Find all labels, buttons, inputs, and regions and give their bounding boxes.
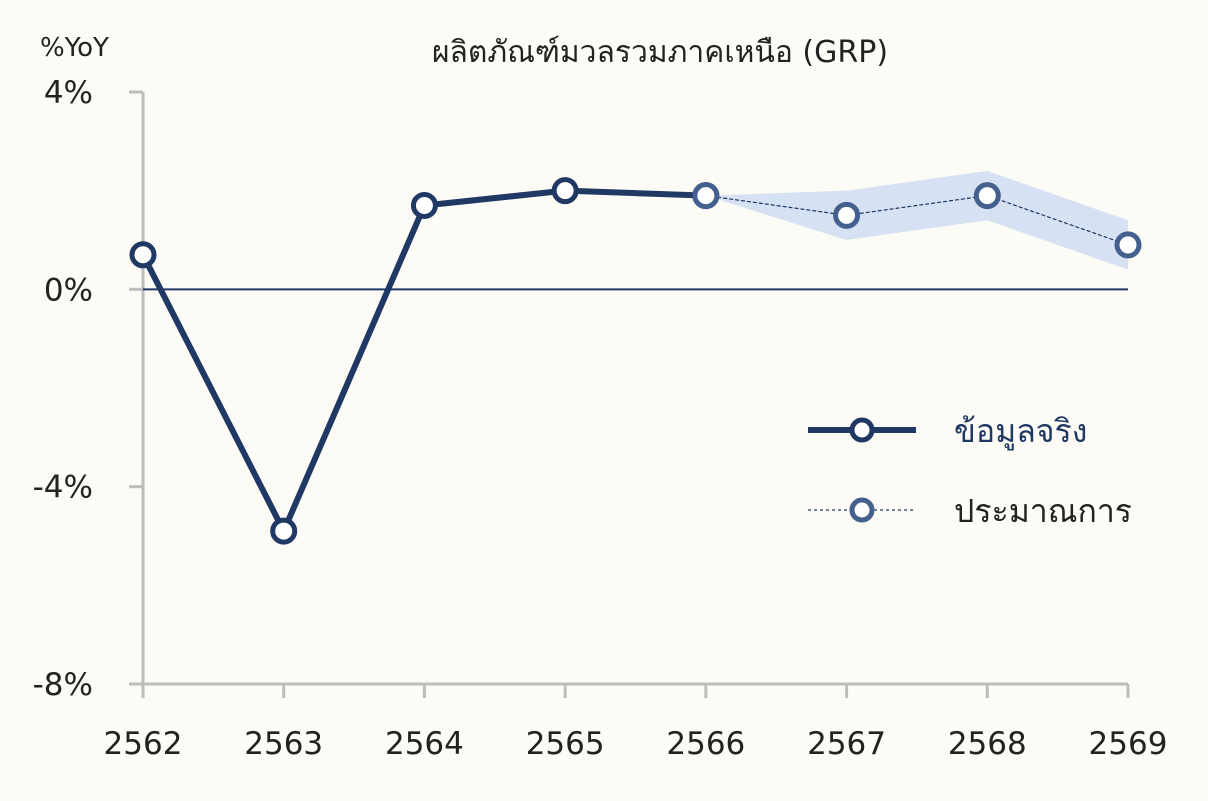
legend-actual-label: ข้อมูลจริง (954, 412, 1087, 451)
actual-data-point (410, 191, 438, 219)
forecast-data-point (833, 201, 861, 229)
actual-data-point (129, 241, 157, 269)
forecast-data-point (692, 182, 720, 210)
y-axis-unit-label: %YoY (40, 33, 109, 63)
actual-data-point (551, 177, 579, 205)
legend-forecast-marker (849, 497, 875, 523)
y-tick-label: -4% (33, 470, 93, 506)
x-tick-label: 2565 (526, 726, 605, 762)
forecast-data-point (1114, 231, 1142, 259)
axes-layer: 4% 0% -4% -8% 2562 2563 2564 2565 2566 2567 2568 25… (33, 75, 1168, 762)
forecast-range-band (705, 170, 1128, 270)
forecast-series-line (705, 195, 1129, 246)
x-tick-label: 2568 (948, 726, 1027, 762)
series-lines-layer (140, 187, 1129, 535)
x-tick-label: 2569 (1089, 726, 1168, 762)
x-tick-label: 2567 (807, 726, 886, 762)
x-tick-label: 2566 (666, 726, 745, 762)
y-tick-label: 4% (44, 75, 93, 111)
legend-actual-marker (849, 417, 875, 443)
y-tick-label: 0% (44, 272, 93, 308)
x-tick-label: 2564 (385, 726, 464, 762)
legend-forecast-label: ประมาณการ (954, 492, 1132, 530)
y-tick-label: -8% (33, 667, 93, 703)
x-tick-label: 2562 (104, 726, 183, 762)
forecast-band-layer (705, 170, 1128, 270)
actual-series-line (140, 187, 709, 535)
data-points-layer (129, 177, 1142, 545)
actual-data-point (270, 517, 298, 545)
x-tick-label: 2563 (244, 726, 323, 762)
forecast-data-point (973, 182, 1001, 210)
chart-title: ผลิตภัณฑ์มวลรวมภาคเหนือ (GRP) (432, 35, 888, 70)
